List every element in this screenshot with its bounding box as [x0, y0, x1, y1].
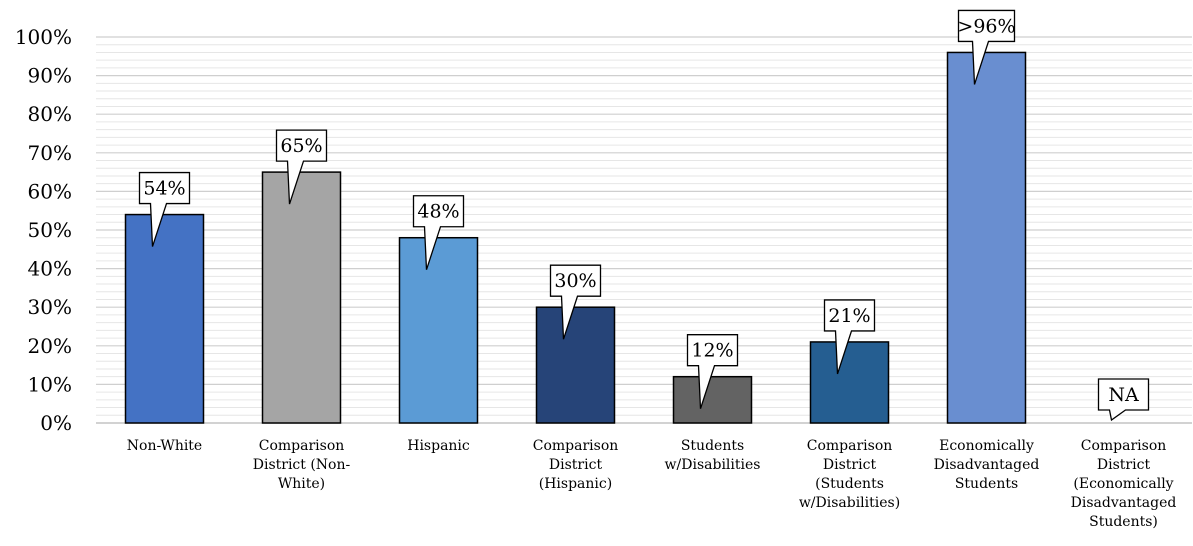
category-label: (Students: [815, 476, 884, 492]
data-label-callout: [957, 9, 1016, 85]
bars: [124, 51, 1027, 424]
category-label: District: [823, 457, 877, 473]
category-label: Students: [955, 476, 1018, 492]
category-label: Comparison: [259, 438, 345, 454]
bar: [398, 236, 479, 424]
data-label: 12%: [691, 340, 733, 362]
data-label: 48%: [417, 201, 459, 223]
y-tick-label: 60%: [28, 179, 72, 203]
category-label: Comparison: [807, 438, 893, 454]
category-label: District: [1097, 457, 1151, 473]
data-label-callout: [412, 195, 465, 270]
y-axis: 0% 10% 20% 30% 40% 50% 60% 70% 80% 90% 100%: [15, 25, 1192, 435]
y-tick-label: 80%: [28, 102, 72, 126]
category-label: w/Disabilities): [799, 495, 900, 511]
data-labels: 54% 65% 48% 30% 12% 21% >96% NA: [138, 9, 1150, 422]
gridlines: [96, 36, 1192, 424]
y-tick-label: 70%: [28, 141, 72, 165]
y-tick-label: 40%: [28, 257, 72, 281]
bar: [946, 51, 1027, 424]
category-label: District (Non-: [253, 457, 351, 473]
bar: [672, 375, 753, 424]
category-label: Non-White: [127, 438, 202, 454]
data-label-callout: [549, 264, 602, 340]
category-label: Students: [681, 438, 744, 454]
y-tick-label: 100%: [15, 25, 72, 49]
data-label-callout: [1097, 378, 1150, 422]
category-label: White): [278, 476, 325, 492]
category-label: Students): [1089, 514, 1158, 530]
category-label: District: [549, 457, 603, 473]
category-label: Disadvantaged: [1071, 495, 1177, 511]
data-label-callout: [138, 171, 191, 247]
data-label-callout: [275, 129, 328, 205]
y-tick-label: 90%: [28, 64, 72, 88]
data-label: NA: [1108, 384, 1139, 406]
data-label-callout: [823, 299, 876, 375]
y-tick-label: 30%: [28, 295, 72, 319]
data-label: 54%: [143, 178, 185, 200]
data-label-callout: [686, 334, 739, 409]
bar: [261, 171, 342, 424]
data-label: >96%: [957, 15, 1015, 37]
y-tick-label: 10%: [28, 372, 72, 396]
bar: [535, 306, 616, 424]
category-label: Comparison: [533, 438, 619, 454]
bar: [809, 341, 890, 424]
category-label: Disadvantaged: [934, 457, 1040, 473]
data-label: 30%: [554, 270, 596, 292]
category-label: Economically: [939, 438, 1034, 454]
data-label: 21%: [828, 305, 870, 327]
category-label: (Economically: [1073, 476, 1173, 492]
category-label: (Hispanic): [539, 476, 612, 492]
category-label: w/Disabilities: [665, 457, 761, 473]
category-label: Comparison: [1081, 438, 1167, 454]
category-label: Hispanic: [407, 438, 470, 454]
bar: [124, 213, 205, 424]
y-tick-label: 50%: [28, 218, 72, 242]
y-tick-label: 0%: [40, 411, 72, 435]
y-tick-label: 20%: [28, 334, 72, 358]
data-label: 65%: [280, 135, 322, 157]
category-labels: Non-White Comparison District (Non- White) H…: [127, 438, 1177, 530]
